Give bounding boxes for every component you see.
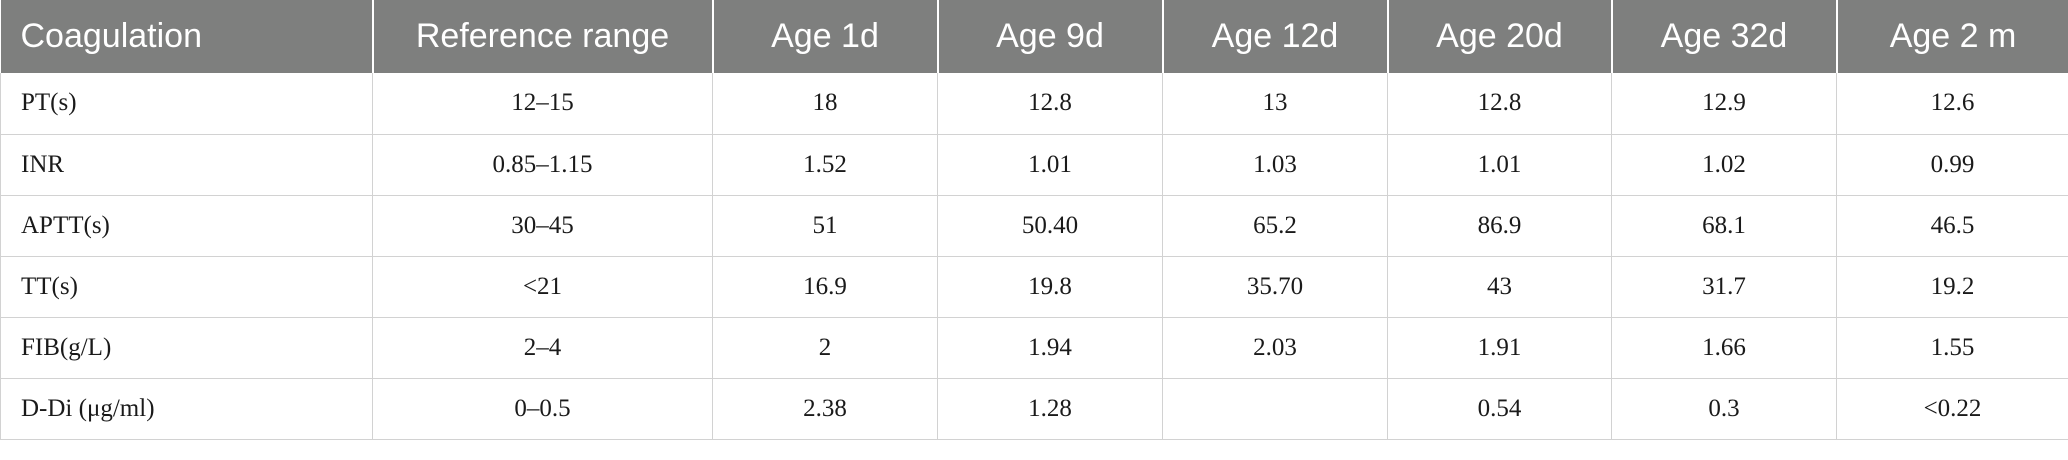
- table-cell: 1.94: [937, 317, 1163, 379]
- table-cell: 16.9: [712, 256, 938, 318]
- row-label: APTT(s): [0, 195, 373, 257]
- table-cell: 1.01: [937, 134, 1163, 196]
- table-cell: 68.1: [1611, 195, 1837, 257]
- header-age-12d: Age 12d: [1161, 0, 1388, 73]
- table-cell: 1.03: [1162, 134, 1388, 196]
- reference-range-cell: 2–4: [372, 317, 713, 379]
- table-cell: 0.54: [1387, 378, 1612, 440]
- table-cell: 0.99: [1836, 134, 2068, 196]
- table-cell: 86.9: [1387, 195, 1612, 257]
- table-cell: 1.01: [1387, 134, 1612, 196]
- table-cell: 1.55: [1836, 317, 2068, 379]
- table-cell: 2: [712, 317, 938, 379]
- table-cell: 18: [712, 73, 938, 135]
- table-cell: 1.52: [712, 134, 938, 196]
- row-label: PT(s): [0, 73, 373, 135]
- reference-range-cell: 30–45: [372, 195, 713, 257]
- table-cell: 1.28: [937, 378, 1163, 440]
- table-row: TT(s) <21 16.9 19.8 35.70 43 31.7 19.2: [0, 256, 2068, 318]
- coagulation-table: Coagulation Reference range Age 1d Age 9…: [0, 0, 2068, 440]
- table-cell: 19.8: [937, 256, 1163, 318]
- header-reference-range: Reference range: [371, 0, 713, 73]
- reference-range-cell: 0–0.5: [372, 378, 713, 440]
- row-label: D-Di (μg/ml): [0, 378, 373, 440]
- table-cell: 1.91: [1387, 317, 1612, 379]
- table-cell: 0.3: [1611, 378, 1837, 440]
- table-row: APTT(s) 30–45 51 50.40 65.2 86.9 68.1 46…: [0, 195, 2068, 257]
- table-cell: 19.2: [1836, 256, 2068, 318]
- table-cell: 31.7: [1611, 256, 1837, 318]
- table-cell: 12.8: [1387, 73, 1612, 135]
- table-cell: 12.6: [1836, 73, 2068, 135]
- table-cell: 51: [712, 195, 938, 257]
- table-header: Coagulation Reference range Age 1d Age 9…: [0, 0, 2068, 73]
- table-cell: 35.70: [1162, 256, 1388, 318]
- header-age-1d: Age 1d: [711, 0, 938, 73]
- table-row: D-Di (μg/ml) 0–0.5 2.38 1.28 0.54 0.3 <0…: [0, 378, 2068, 440]
- table-row: FIB(g/L) 2–4 2 1.94 2.03 1.91 1.66 1.55: [0, 317, 2068, 379]
- table-row: INR 0.85–1.15 1.52 1.01 1.03 1.01 1.02 0…: [0, 134, 2068, 196]
- table-cell: 65.2: [1162, 195, 1388, 257]
- header-age-9d: Age 9d: [936, 0, 1163, 73]
- table-row: PT(s) 12–15 18 12.8 13 12.8 12.9 12.6: [0, 73, 2068, 135]
- table-cell: <0.22: [1836, 378, 2068, 440]
- table-body: PT(s) 12–15 18 12.8 13 12.8 12.9 12.6 IN…: [0, 73, 2068, 440]
- header-age-20d: Age 20d: [1386, 0, 1612, 73]
- table-cell: 43: [1387, 256, 1612, 318]
- reference-range-cell: 12–15: [372, 73, 713, 135]
- header-coagulation: Coagulation: [20, 17, 202, 55]
- table-cell: 46.5: [1836, 195, 2068, 257]
- table-cell: 2.03: [1162, 317, 1388, 379]
- header-row: Coagulation Reference range Age 1d Age 9…: [0, 0, 2068, 73]
- row-label: INR: [0, 134, 373, 196]
- header-age-32d: Age 32d: [1610, 0, 1837, 73]
- table-cell: 12.8: [937, 73, 1163, 135]
- table-cell: 1.66: [1611, 317, 1837, 379]
- row-label: TT(s): [0, 256, 373, 318]
- reference-range-cell: <21: [372, 256, 713, 318]
- table-cell: 50.40: [937, 195, 1163, 257]
- header-age-2m: Age 2 m: [1835, 0, 2068, 73]
- table-cell: [1162, 378, 1388, 440]
- reference-range-cell: 0.85–1.15: [372, 134, 713, 196]
- table-cell: 2.38: [712, 378, 938, 440]
- row-label: FIB(g/L): [0, 317, 373, 379]
- table-cell: 13: [1162, 73, 1388, 135]
- table-cell: 12.9: [1611, 73, 1837, 135]
- table-cell: 1.02: [1611, 134, 1837, 196]
